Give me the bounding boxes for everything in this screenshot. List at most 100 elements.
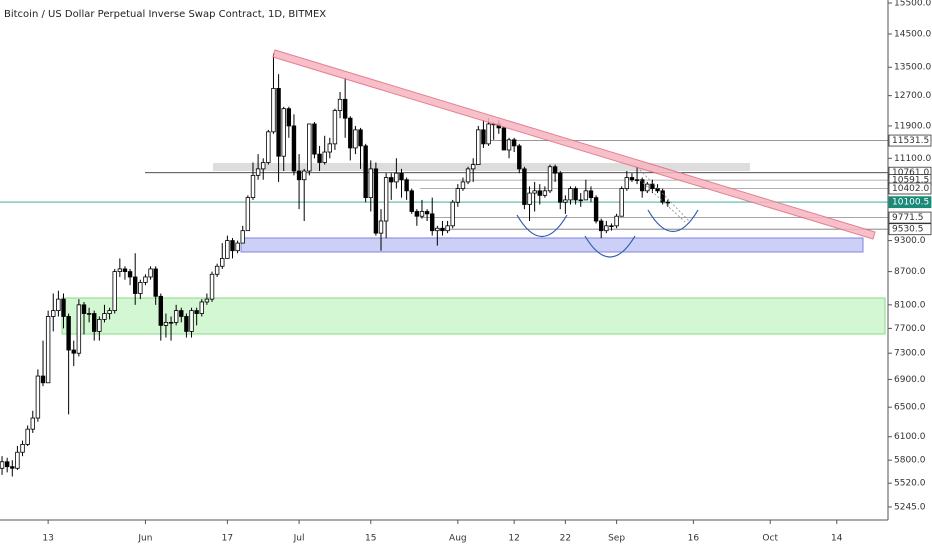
- candle-body: [35, 375, 41, 419]
- x-tick-label: Jun: [137, 534, 152, 544]
- candle-body: [301, 170, 307, 181]
- candle-body: [291, 125, 297, 172]
- candle-body: [522, 168, 527, 205]
- candle-body: [552, 166, 558, 174]
- candle-body: [604, 225, 609, 232]
- candle-body: [112, 271, 117, 312]
- candle-body: [455, 188, 461, 203]
- candle-body: [542, 190, 548, 196]
- candle-body: [619, 188, 624, 217]
- y-tick-label: 7700.0: [894, 324, 926, 334]
- candle-body: [71, 349, 76, 354]
- levels: [0, 140, 888, 230]
- x-tick-label: Jul: [293, 534, 305, 544]
- candle-body: [276, 87, 281, 157]
- candle-body: [327, 143, 332, 153]
- level-label: 9771.5: [892, 213, 924, 223]
- candle-body: [97, 319, 102, 332]
- candle-body: [266, 131, 271, 163]
- candle-body: [419, 211, 425, 217]
- candle-body: [460, 181, 466, 189]
- level-label-box: [888, 211, 932, 224]
- projection: [639, 169, 691, 223]
- candle-body: [440, 227, 445, 232]
- candle-body: [296, 170, 302, 181]
- level-label-box: [888, 223, 932, 236]
- y-tick-label: 5520.0: [894, 479, 926, 489]
- candle-body: [435, 227, 440, 232]
- support-zone: [240, 237, 864, 253]
- y-tick-label: 6900.0: [894, 375, 926, 385]
- candle-body: [86, 313, 92, 315]
- y-tick-label: 9300.0: [894, 236, 926, 246]
- x-tick-label: Sep: [608, 534, 625, 544]
- candle-body: [624, 177, 630, 189]
- candle-body: [132, 276, 138, 294]
- candle-body: [51, 310, 56, 317]
- resistance-zone: [213, 163, 750, 171]
- candle-body: [286, 108, 292, 127]
- candle-body: [10, 466, 15, 469]
- candles: [0, 53, 670, 477]
- candle-body: [214, 265, 220, 275]
- candle-body: [204, 298, 210, 303]
- candle-body: [645, 183, 650, 192]
- candle-body: [583, 190, 589, 201]
- candle-body: [20, 444, 25, 453]
- level-label: 10100.5: [892, 198, 929, 208]
- candle-body: [348, 117, 353, 149]
- candle-body: [532, 190, 537, 194]
- level-label: 10591.5: [892, 176, 929, 186]
- x-tick-label: 14: [831, 534, 843, 544]
- candle-body: [588, 190, 594, 199]
- candle-body: [378, 220, 384, 234]
- candle-body: [527, 192, 532, 205]
- candle-body: [476, 129, 481, 166]
- candle-body: [547, 166, 553, 192]
- candle-body: [414, 211, 420, 217]
- candle-body: [470, 164, 476, 170]
- candle-body: [184, 316, 189, 332]
- candle-body: [4, 461, 10, 468]
- candle-body: [383, 177, 389, 222]
- candle-body: [61, 298, 66, 317]
- candle-body: [250, 174, 256, 199]
- y-tick-label: 5800.0: [894, 456, 926, 466]
- candle-body: [322, 151, 327, 163]
- candle-body: [634, 179, 640, 181]
- candle-body: [599, 220, 604, 232]
- x-tick-label: 16: [688, 534, 700, 544]
- candle-body: [30, 417, 35, 430]
- y-tick-label: 15500.0: [894, 0, 931, 8]
- candle-body: [138, 282, 143, 294]
- candle-body: [593, 197, 599, 222]
- x-tick-label: 22: [560, 534, 571, 544]
- candle-body: [573, 188, 578, 201]
- candle-body: [173, 310, 179, 323]
- x-tick-label: Oct: [762, 534, 778, 544]
- x-tick-label: 13: [42, 534, 53, 544]
- candle-body: [189, 310, 194, 332]
- candle-body: [40, 375, 46, 384]
- candle-body: [358, 129, 363, 147]
- candle-body: [614, 215, 619, 227]
- candle-body: [107, 310, 112, 314]
- level-label: 10402.0: [892, 184, 929, 194]
- candle-body: [394, 172, 399, 183]
- level-label: 9530.5: [892, 225, 924, 235]
- candle-body: [15, 451, 20, 469]
- cup-arc: [516, 214, 568, 238]
- candle-body: [271, 87, 276, 133]
- candle-body: [568, 188, 573, 201]
- candle-body: [342, 98, 348, 119]
- candle-body: [465, 168, 471, 183]
- candle-body: [501, 127, 507, 151]
- candle-body: [158, 295, 164, 326]
- level-label-box: [888, 134, 932, 147]
- candle-body: [281, 108, 286, 157]
- candle-body: [245, 197, 251, 232]
- candle-body: [332, 110, 338, 145]
- y-tick-label: 13500.0: [894, 63, 931, 73]
